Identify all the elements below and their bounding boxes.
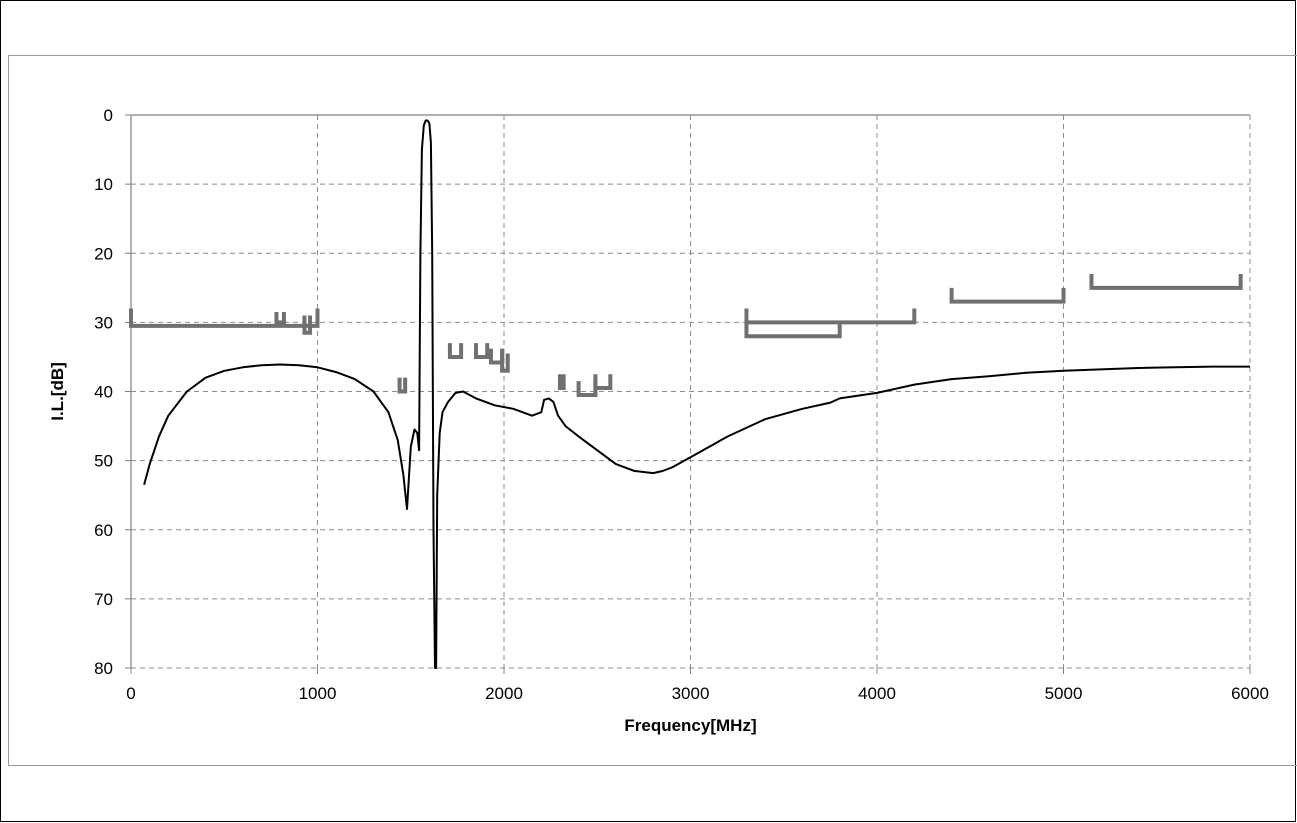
axes — [125, 114, 1251, 674]
x-tick-label: 0 — [126, 684, 135, 703]
y-tick-label: 30 — [94, 313, 113, 332]
x-tick-label: 5000 — [1045, 684, 1083, 703]
spec-bracket — [129, 308, 320, 328]
y-tick-label: 70 — [94, 590, 113, 609]
spec-bracket — [302, 315, 313, 335]
y-axis-title: I.L.[dB] — [48, 362, 67, 421]
spec-bracket — [500, 353, 510, 373]
x-tick-label: 6000 — [1231, 684, 1269, 703]
tick-labels: 0 10 20 30 40 50 60 70 80 0 1000 2000 3000 4000 5000 60… — [94, 106, 1269, 703]
spec-bracket — [949, 287, 1066, 304]
insertion-loss-line — [143, 119, 1250, 669]
spec-bracket — [1089, 273, 1243, 290]
y-tick-label: 80 — [94, 659, 113, 678]
spec-mask — [129, 273, 1243, 397]
y-tick-label: 50 — [94, 452, 113, 471]
spec-bracket — [447, 343, 464, 359]
spec-bracket — [557, 374, 566, 391]
y-tick-label: 10 — [94, 175, 113, 194]
x-tick-label: 3000 — [672, 684, 710, 703]
x-tick-label: 1000 — [299, 684, 337, 703]
chart-plot-frame — [8, 55, 1297, 766]
spec-bracket — [593, 374, 613, 391]
spec-bracket — [474, 343, 490, 359]
spec-bracket — [744, 308, 917, 325]
series — [143, 119, 1250, 669]
y-tick-label: 60 — [94, 521, 113, 540]
y-tick-label: 0 — [104, 106, 113, 125]
y-tick-label: 20 — [94, 244, 113, 263]
spec-bracket — [274, 312, 286, 325]
y-tick-label: 40 — [94, 383, 113, 402]
spec-bracket — [397, 377, 408, 394]
spec-bracket — [744, 322, 842, 339]
grid — [131, 115, 1251, 669]
x-axis-title: Frequency[MHz] — [624, 716, 756, 735]
spec-bracket — [576, 381, 598, 397]
x-tick-label: 4000 — [858, 684, 896, 703]
x-tick-label: 2000 — [485, 684, 523, 703]
